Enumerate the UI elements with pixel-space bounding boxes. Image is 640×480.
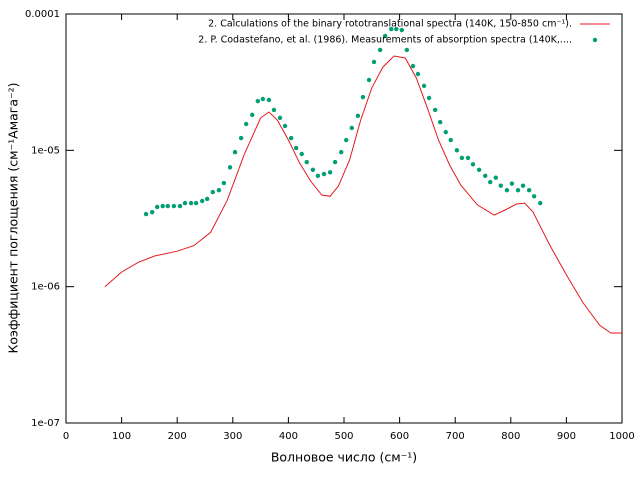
data-point: [310, 167, 316, 172]
data-point: [526, 188, 532, 193]
data-point: [344, 137, 349, 143]
data-point: [304, 159, 309, 165]
data-point: [177, 203, 183, 209]
data-point: [232, 149, 238, 155]
data-point: [515, 188, 521, 193]
data-point: [538, 200, 543, 206]
x-tick-label: 600: [390, 431, 409, 442]
data-point: [154, 204, 160, 210]
data-point: [448, 137, 453, 143]
data-point: [443, 129, 448, 135]
data-point: [299, 151, 304, 157]
data-point: [360, 94, 366, 100]
data-point: [171, 203, 177, 209]
x-tick-label: 100: [112, 431, 131, 442]
legend-marker: [592, 37, 598, 43]
y-tick-label: 1e-07: [31, 418, 60, 429]
data-point: [210, 189, 215, 195]
data-point: [404, 47, 410, 53]
x-tick-label: 800: [501, 431, 520, 442]
data-point: [321, 171, 327, 177]
data-point: [221, 180, 227, 186]
data-point: [454, 148, 460, 153]
legend-label: 2. P. Codastefano, et al. (1986). Measur…: [198, 35, 572, 46]
data-point: [415, 71, 421, 77]
data-point: [366, 77, 372, 83]
data-point: [277, 115, 283, 121]
data-point: [349, 125, 354, 131]
data-line: [104, 55, 622, 334]
data-point: [188, 200, 194, 206]
data-point: [432, 107, 438, 113]
plot-border: [65, 13, 623, 424]
y-tick-label: 0.0001: [25, 9, 60, 20]
data-point: [399, 27, 405, 33]
data-point: [410, 63, 416, 69]
data-point: [243, 121, 249, 127]
data-point: [332, 159, 338, 165]
data-point: [531, 194, 537, 199]
x-tick-label: 900: [557, 431, 576, 442]
y-axis-label: Коэффициент поглощения (см⁻¹Амага⁻²): [6, 82, 21, 353]
data-point: [382, 33, 388, 39]
x-tick-label: 500: [334, 431, 353, 442]
data-point: [216, 188, 222, 193]
data-point: [160, 203, 165, 209]
data-point: [165, 203, 170, 209]
data-point: [509, 181, 515, 186]
data-point: [193, 200, 199, 206]
data-point: [282, 123, 288, 129]
data-point: [288, 135, 294, 141]
x-tick-label: 0: [63, 431, 69, 442]
data-point: [271, 107, 277, 113]
data-point: [355, 113, 361, 119]
x-tick-label: 700: [446, 431, 465, 442]
data-point: [459, 155, 465, 161]
data-point: [421, 83, 427, 89]
y-tick-label: 1e-06: [31, 282, 60, 293]
data-point: [339, 149, 344, 155]
data-point: [498, 183, 503, 188]
data-point: [260, 96, 266, 102]
data-point: [483, 173, 488, 179]
data-point: [315, 173, 321, 179]
data-point: [371, 59, 377, 65]
data-point: [266, 97, 272, 103]
data-point: [377, 47, 383, 53]
x-tick-label: 1000: [609, 431, 634, 442]
data-point: [250, 112, 255, 118]
data-point: [437, 119, 443, 125]
data-point: [227, 165, 233, 170]
data-point: [389, 26, 394, 32]
y-tick-label: 1e-05: [31, 145, 60, 156]
data-point: [143, 211, 149, 217]
data-point: [200, 198, 205, 204]
data-point: [470, 162, 476, 167]
data-point: [488, 179, 493, 185]
data-point: [520, 183, 526, 188]
data-point: [476, 167, 482, 172]
x-tick-label: 200: [168, 431, 187, 442]
data-point: [327, 170, 333, 175]
data-point: [205, 196, 210, 202]
legend-label: 2. Calculations of the binary rototransl…: [208, 19, 572, 30]
data-point: [465, 155, 471, 161]
data-point: [493, 175, 498, 180]
data-point: [238, 135, 244, 141]
data-point: [394, 26, 399, 32]
x-tick-label: 400: [279, 431, 298, 442]
data-point: [182, 200, 188, 206]
data-point: [426, 95, 432, 101]
x-tick-label: 300: [223, 431, 242, 442]
data-point: [293, 145, 299, 151]
data-point: [504, 188, 510, 193]
x-axis-label: Волновое число (см⁻¹): [271, 450, 417, 465]
data-point: [255, 98, 261, 104]
data-point: [149, 209, 155, 215]
